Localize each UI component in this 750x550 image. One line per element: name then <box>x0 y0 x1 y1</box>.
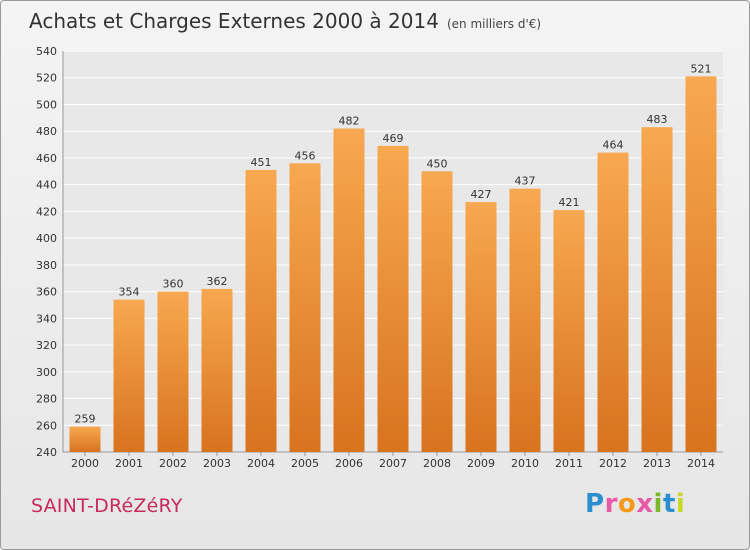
x-tick-label: 2007 <box>379 457 407 470</box>
bar <box>509 188 541 452</box>
logo-letter: P <box>585 489 605 519</box>
data-label: 469 <box>383 132 404 145</box>
y-tick-label: 380 <box>36 259 57 272</box>
y-tick-label: 240 <box>36 446 57 459</box>
data-label: 456 <box>295 149 316 162</box>
x-tick-label: 2012 <box>599 457 627 470</box>
x-tick-label: 2003 <box>203 457 231 470</box>
data-label: 354 <box>119 286 140 299</box>
x-tick-label: 2002 <box>159 457 187 470</box>
logo-letter: x <box>636 489 654 519</box>
data-label: 360 <box>163 278 184 291</box>
y-tick-label: 300 <box>36 366 57 379</box>
proxiti-logo: Proxiti <box>585 489 685 519</box>
y-tick-label: 540 <box>36 45 57 58</box>
x-tick-label: 2008 <box>423 457 451 470</box>
x-tick-label: 2001 <box>115 457 143 470</box>
y-tick-label: 400 <box>36 232 57 245</box>
y-tick-label: 260 <box>36 419 57 432</box>
bar <box>289 163 321 452</box>
y-tick-label: 500 <box>36 98 57 111</box>
title-text: Achats et Charges Externes 2000 à 2014 <box>29 9 439 33</box>
bar <box>113 299 145 452</box>
y-tick-label: 460 <box>36 152 57 165</box>
commune-name: SAINT-DRéZéRY <box>31 495 183 517</box>
x-tick-label: 2014 <box>687 457 715 470</box>
x-tick-label: 2010 <box>511 457 539 470</box>
x-tick-label: 2000 <box>71 457 99 470</box>
x-tick-label: 2011 <box>555 457 583 470</box>
x-tick-label: 2005 <box>291 457 319 470</box>
y-tick-label: 440 <box>36 179 57 192</box>
bar <box>377 145 409 453</box>
bar <box>685 76 717 452</box>
bar <box>333 128 365 452</box>
bar <box>201 288 233 452</box>
x-tick-label: 2006 <box>335 457 363 470</box>
data-label: 450 <box>427 157 448 170</box>
bar <box>553 210 585 452</box>
y-tick-label: 320 <box>36 339 57 352</box>
logo-letter: r <box>604 489 618 519</box>
logo-letter: i <box>653 489 663 519</box>
bar <box>245 169 277 453</box>
data-label: 362 <box>207 275 228 288</box>
bar <box>641 127 673 452</box>
logo-letter: o <box>617 489 637 519</box>
x-tick-label: 2004 <box>247 457 275 470</box>
y-tick-label: 280 <box>36 393 57 406</box>
chart-title: Achats et Charges Externes 2000 à 2014 (e… <box>29 9 541 33</box>
data-label: 464 <box>603 139 624 152</box>
bar <box>465 202 497 452</box>
bar <box>69 426 101 452</box>
logo-letter: i <box>675 489 686 519</box>
y-tick-label: 420 <box>36 205 57 218</box>
title-unit: (en milliers d'€) <box>446 17 542 31</box>
y-tick-label: 340 <box>36 312 57 325</box>
bar <box>597 152 629 452</box>
data-label: 437 <box>515 175 536 188</box>
data-label: 427 <box>471 188 492 201</box>
data-label: 483 <box>647 113 668 126</box>
data-label: 259 <box>75 413 96 426</box>
x-tick-label: 2013 <box>643 457 671 470</box>
data-label: 521 <box>691 62 712 75</box>
bar <box>421 171 453 453</box>
y-tick-label: 360 <box>36 286 57 299</box>
y-tick-label: 480 <box>36 125 57 138</box>
data-label: 482 <box>339 115 360 128</box>
data-label: 421 <box>559 196 580 209</box>
logo-letter: t <box>662 489 676 519</box>
x-tick-label: 2009 <box>467 457 495 470</box>
bar <box>157 291 189 452</box>
data-label: 451 <box>251 156 272 169</box>
y-tick-label: 520 <box>36 72 57 85</box>
